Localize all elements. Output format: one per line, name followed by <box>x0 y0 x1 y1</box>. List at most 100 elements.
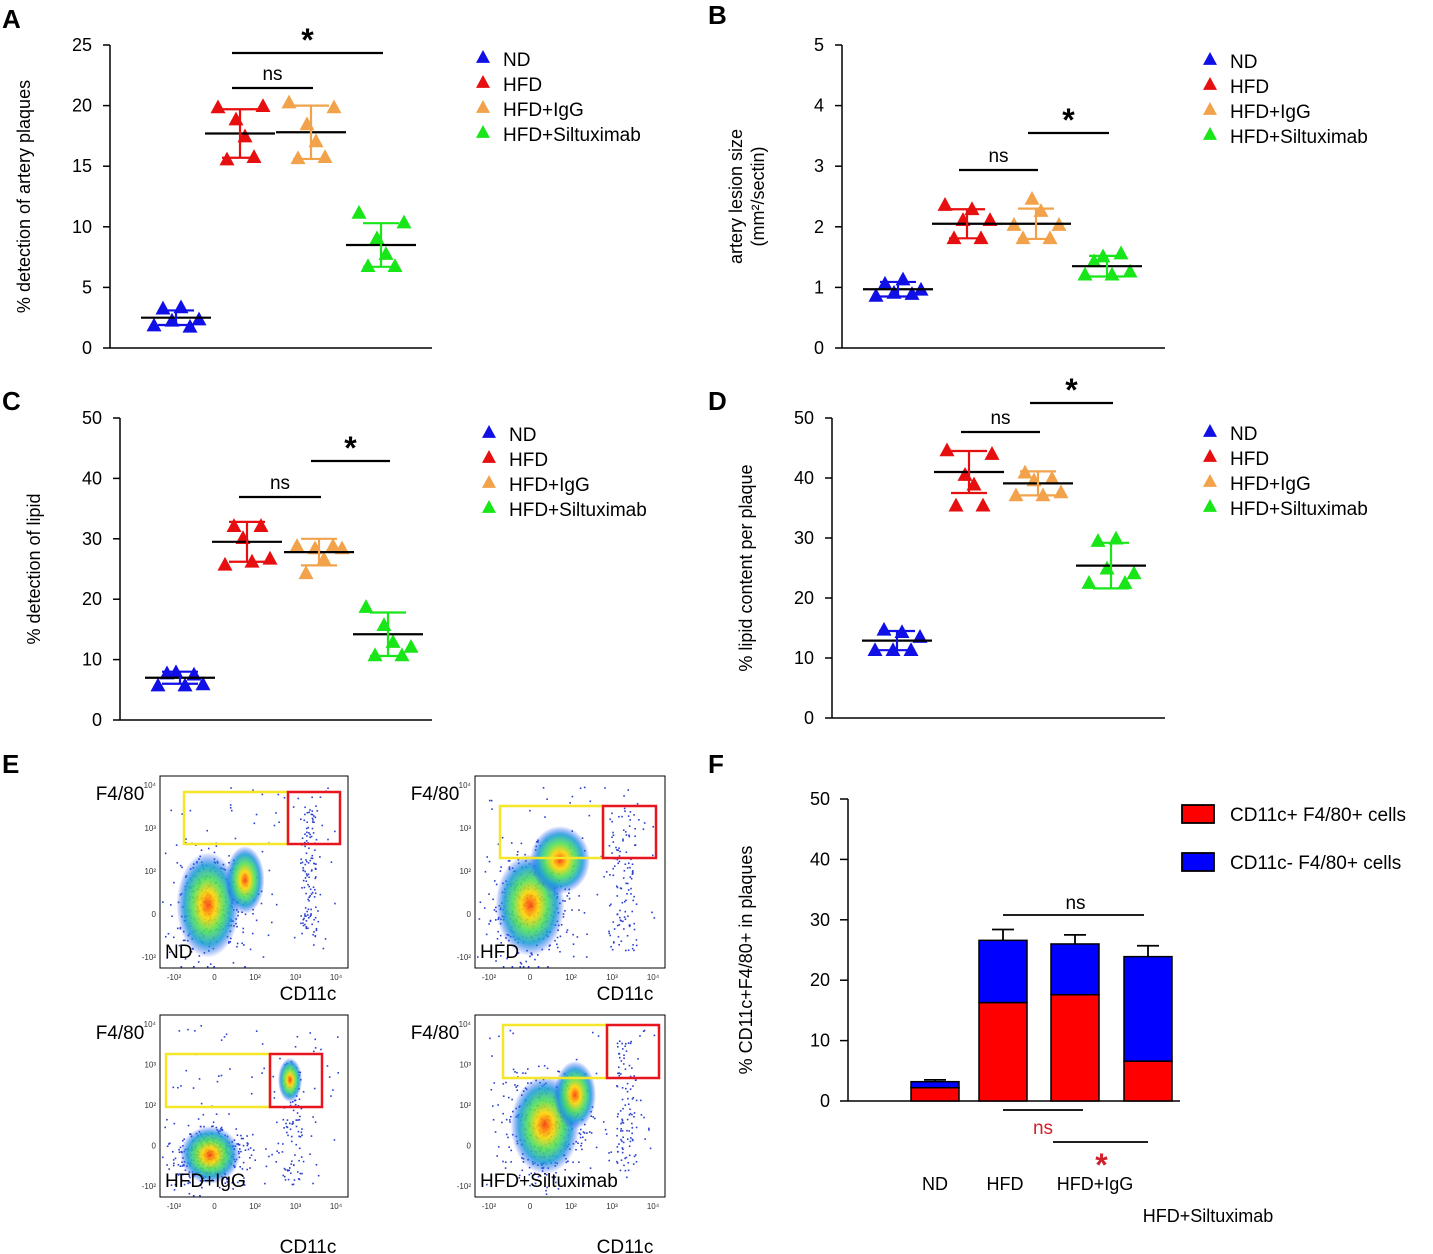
flow-event <box>628 835 631 838</box>
flow-event <box>246 1135 248 1137</box>
flow-event <box>203 1125 205 1128</box>
flow-event <box>251 932 254 935</box>
flow-y-axis-label: F4/80 <box>96 1023 145 1044</box>
flow-y-tick: -10² <box>457 953 472 962</box>
flow-event <box>271 893 273 896</box>
flow-event <box>276 1121 278 1124</box>
flow-event <box>618 1143 620 1145</box>
gate-cd11c-pos <box>601 804 658 860</box>
flow-event <box>243 944 245 946</box>
flow-event <box>629 876 632 878</box>
flow-event <box>296 1035 299 1038</box>
flow-event <box>183 1138 186 1140</box>
flow-event <box>629 1108 631 1111</box>
flow-event <box>309 888 312 891</box>
flow-event <box>516 1089 519 1092</box>
flow-event <box>643 1029 646 1032</box>
flow-event <box>281 1151 284 1153</box>
flow-event <box>173 1162 175 1165</box>
flow-event <box>182 1139 184 1142</box>
flow-event <box>502 1112 504 1115</box>
flow-event <box>490 799 493 802</box>
flow-event <box>548 948 550 951</box>
flow-event <box>307 898 309 901</box>
flow-y-tick: 10³ <box>144 1061 156 1070</box>
flow-event <box>287 1178 290 1181</box>
flow-event <box>591 1031 594 1034</box>
y-tick-label: 20 <box>82 589 102 609</box>
flow-event <box>229 807 232 809</box>
data-point <box>403 638 419 653</box>
flow-event <box>306 811 309 814</box>
flow-event <box>495 919 497 921</box>
flow-event <box>634 1154 637 1156</box>
flow-event <box>583 1183 585 1185</box>
y-tick-label: 40 <box>794 468 814 488</box>
flow-event <box>628 1145 631 1148</box>
flow-event <box>625 1156 628 1159</box>
flow-event <box>292 1109 295 1112</box>
flow-event <box>305 892 307 895</box>
flow-event <box>224 1182 227 1184</box>
flow-event <box>616 1160 618 1163</box>
flow-event <box>616 1162 619 1164</box>
flow-event <box>596 893 599 896</box>
y-tick-label: 50 <box>794 408 814 428</box>
flow-event <box>612 834 615 836</box>
flow-event <box>289 1104 292 1107</box>
flow-event <box>588 814 591 817</box>
flow-event <box>227 1177 229 1179</box>
flow-event <box>310 1135 313 1137</box>
flow-event <box>537 966 540 968</box>
flow-event <box>611 836 613 839</box>
flow-event <box>546 798 548 800</box>
flow-event <box>301 1128 303 1130</box>
flow-y-tick: 10⁴ <box>459 1020 472 1029</box>
flow-event <box>241 1168 244 1170</box>
flow-event <box>635 1126 638 1129</box>
flow-event <box>623 1164 625 1167</box>
flow-event <box>545 1173 548 1176</box>
flow-event <box>630 1040 632 1043</box>
flow-event <box>595 1146 598 1149</box>
flow-event <box>605 871 608 873</box>
flow-event <box>612 831 614 834</box>
flow-event <box>246 1144 249 1147</box>
flow-event <box>172 936 175 939</box>
flow-event <box>232 962 235 964</box>
flow-event <box>304 877 307 879</box>
flow-event <box>181 866 183 869</box>
flow-event <box>635 1160 638 1163</box>
flow-event <box>623 1057 625 1060</box>
legend-label: HFD+IgG <box>509 475 590 496</box>
legend-marker <box>1203 52 1217 65</box>
flow-event <box>620 1060 623 1062</box>
flow-event <box>626 867 629 869</box>
flow-event <box>490 1088 493 1091</box>
flow-event <box>500 866 502 868</box>
flow-event <box>188 1192 191 1195</box>
flow-event <box>312 886 315 889</box>
flow-event <box>553 1178 556 1180</box>
flow-event <box>628 924 631 927</box>
flow-event <box>286 1119 289 1121</box>
flow-event <box>626 1138 629 1140</box>
flow-event <box>284 1179 287 1181</box>
flow-event <box>291 1101 294 1103</box>
flow-event <box>600 855 603 858</box>
legend-marker <box>1203 424 1217 437</box>
flow-event <box>313 918 315 921</box>
flow-event <box>308 811 310 814</box>
flow-event <box>527 966 530 968</box>
flow-event <box>632 1139 634 1142</box>
flow-event <box>510 842 513 844</box>
flow-event <box>640 1114 643 1116</box>
flow-event <box>498 1035 500 1038</box>
flow-event <box>305 873 308 875</box>
flow-event <box>187 1124 190 1127</box>
data-point <box>316 551 332 566</box>
y-tick-label: 2 <box>814 217 824 237</box>
significance-star: * <box>301 22 314 58</box>
flow-y-tick: 0 <box>467 910 472 919</box>
flow-event <box>304 915 306 917</box>
